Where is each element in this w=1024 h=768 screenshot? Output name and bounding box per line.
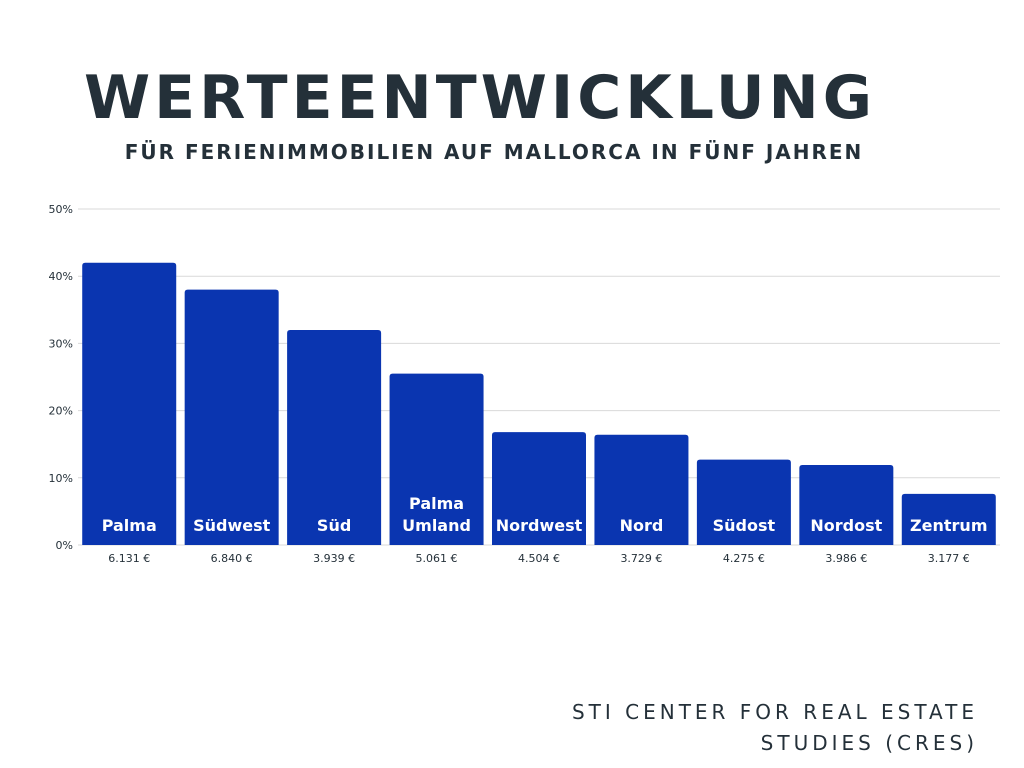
chart-title: WERTEENTWICKLUNG xyxy=(83,63,877,133)
category-label: Nordost xyxy=(810,516,882,535)
y-tick-label: 20% xyxy=(49,405,73,418)
y-tick-label: 40% xyxy=(49,270,73,283)
category-label: Süd xyxy=(317,516,351,535)
y-tick-label: 50% xyxy=(49,203,73,216)
y-tick-label: 0% xyxy=(56,539,73,552)
source-line-1: STI CENTER FOR REAL ESTATE xyxy=(571,700,978,724)
y-tick-label: 10% xyxy=(49,472,73,485)
bar-palma-umland xyxy=(389,373,484,545)
bar-nordwest xyxy=(492,432,586,545)
chart-subtitle: FÜR FERIENIMMOBILIEN AUF MALLORCA IN FÜN… xyxy=(124,140,864,164)
price-label: 6.840 € xyxy=(211,552,253,565)
price-label: 3.939 € xyxy=(313,552,355,565)
category-label: Nordwest xyxy=(496,516,583,535)
y-axis-ticks: 0% 10% 20% 30% 40% 50% xyxy=(49,203,73,552)
category-label: Südost xyxy=(713,516,776,535)
bar-südwest xyxy=(184,289,279,545)
bar-chart: Palma Südwest Süd Palma Umland Nordwest Nord Sü… xyxy=(49,203,1000,565)
category-label: Nord xyxy=(620,516,664,535)
bar-labels: Palma Südwest Süd Palma Umland Nordwest Nord Sü… xyxy=(102,494,988,535)
bar-nordost xyxy=(799,465,894,545)
category-label: Umland xyxy=(402,516,471,535)
price-labels: 6.131 € 6.840 € 3.939 € 5.061 € 4.504 € 3.729… xyxy=(108,552,970,565)
category-label: Zentrum xyxy=(910,516,987,535)
bars xyxy=(82,262,996,545)
price-label: 4.275 € xyxy=(723,552,765,565)
bar-palma xyxy=(82,262,177,545)
price-label: 5.061 € xyxy=(416,552,458,565)
source-credit: STI CENTER FOR REAL ESTATE STUDIES (CRES… xyxy=(458,697,978,759)
bar-südost xyxy=(696,459,791,545)
price-label: 3.729 € xyxy=(620,552,662,565)
category-label: Palma xyxy=(102,516,157,535)
bar-zentrum xyxy=(901,493,996,545)
bar-süd xyxy=(287,329,382,545)
y-tick-label: 30% xyxy=(49,337,73,350)
price-label: 4.504 € xyxy=(518,552,560,565)
price-label: 3.177 € xyxy=(928,552,970,565)
category-label: Südwest xyxy=(193,516,271,535)
price-label: 6.131 € xyxy=(108,552,150,565)
bar-nord xyxy=(594,434,689,545)
price-label: 3.986 € xyxy=(825,552,867,565)
source-line-2: STUDIES (CRES) xyxy=(760,731,978,755)
category-label: Palma xyxy=(409,494,464,513)
